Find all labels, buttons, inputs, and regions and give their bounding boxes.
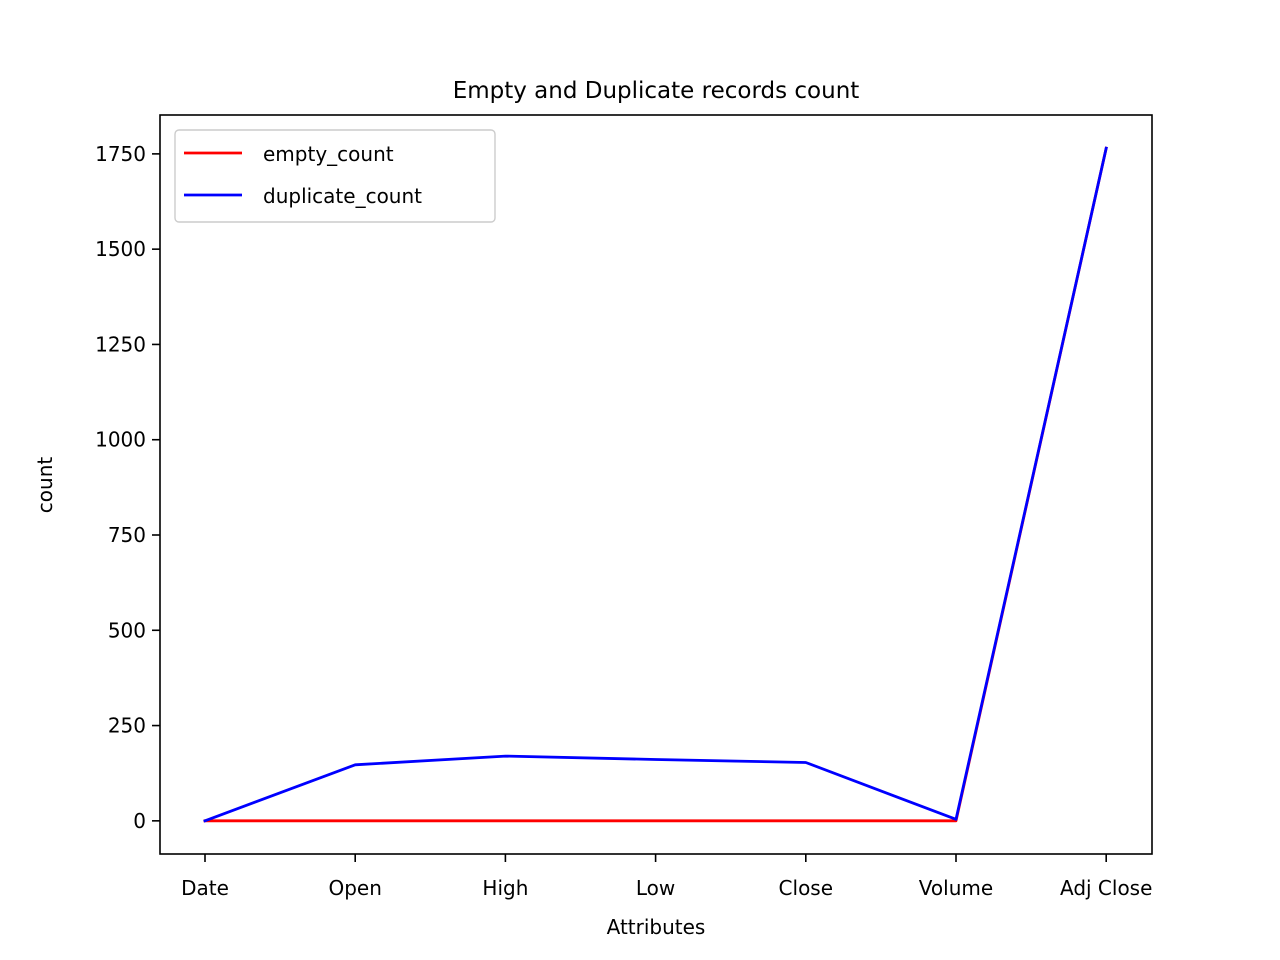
x-tick-label: Low	[636, 876, 675, 900]
y-axis-label: count	[33, 457, 57, 514]
x-axis: Date Open High Low Close Volume Adj Close	[181, 854, 1152, 900]
legend-label-empty-count: empty_count	[263, 142, 394, 166]
y-tick-label: 0	[133, 809, 146, 833]
legend-items: empty_count duplicate_count	[184, 142, 422, 208]
x-tick-label: Open	[328, 876, 381, 900]
series-line-duplicate-count	[203, 146, 1108, 823]
x-axis-label: Attributes	[607, 915, 706, 939]
x-tick-label: High	[482, 876, 528, 900]
chart-title: Empty and Duplicate records count	[453, 78, 860, 104]
y-tick-label: 1250	[95, 332, 146, 356]
y-tick-label: 1750	[95, 142, 146, 166]
plot-frame	[159, 114, 1153, 855]
legend-label-duplicate-count: duplicate_count	[263, 184, 422, 208]
x-tick-label: Adj Close	[1060, 876, 1152, 900]
y-axis: 0 250 500 750 1000 1250 1500 1750	[95, 142, 160, 833]
plot-area: 0 250 500 750 1000 1250 1500 1750 Date Open High L…	[95, 114, 1153, 900]
y-tick-label: 250	[108, 714, 146, 738]
series-line-empty-count	[203, 146, 1108, 823]
x-tick-label: Close	[779, 876, 833, 900]
x-tick-label: Volume	[919, 876, 993, 900]
y-tick-label: 1500	[95, 237, 146, 261]
y-tick-label: 1000	[95, 428, 146, 452]
x-tick-label: Date	[181, 876, 229, 900]
y-tick-label: 500	[108, 618, 146, 642]
legend: empty_count duplicate_count	[174, 129, 496, 223]
y-tick-label: 750	[108, 523, 146, 547]
series-layer	[203, 146, 1108, 823]
legend-box	[174, 129, 496, 223]
